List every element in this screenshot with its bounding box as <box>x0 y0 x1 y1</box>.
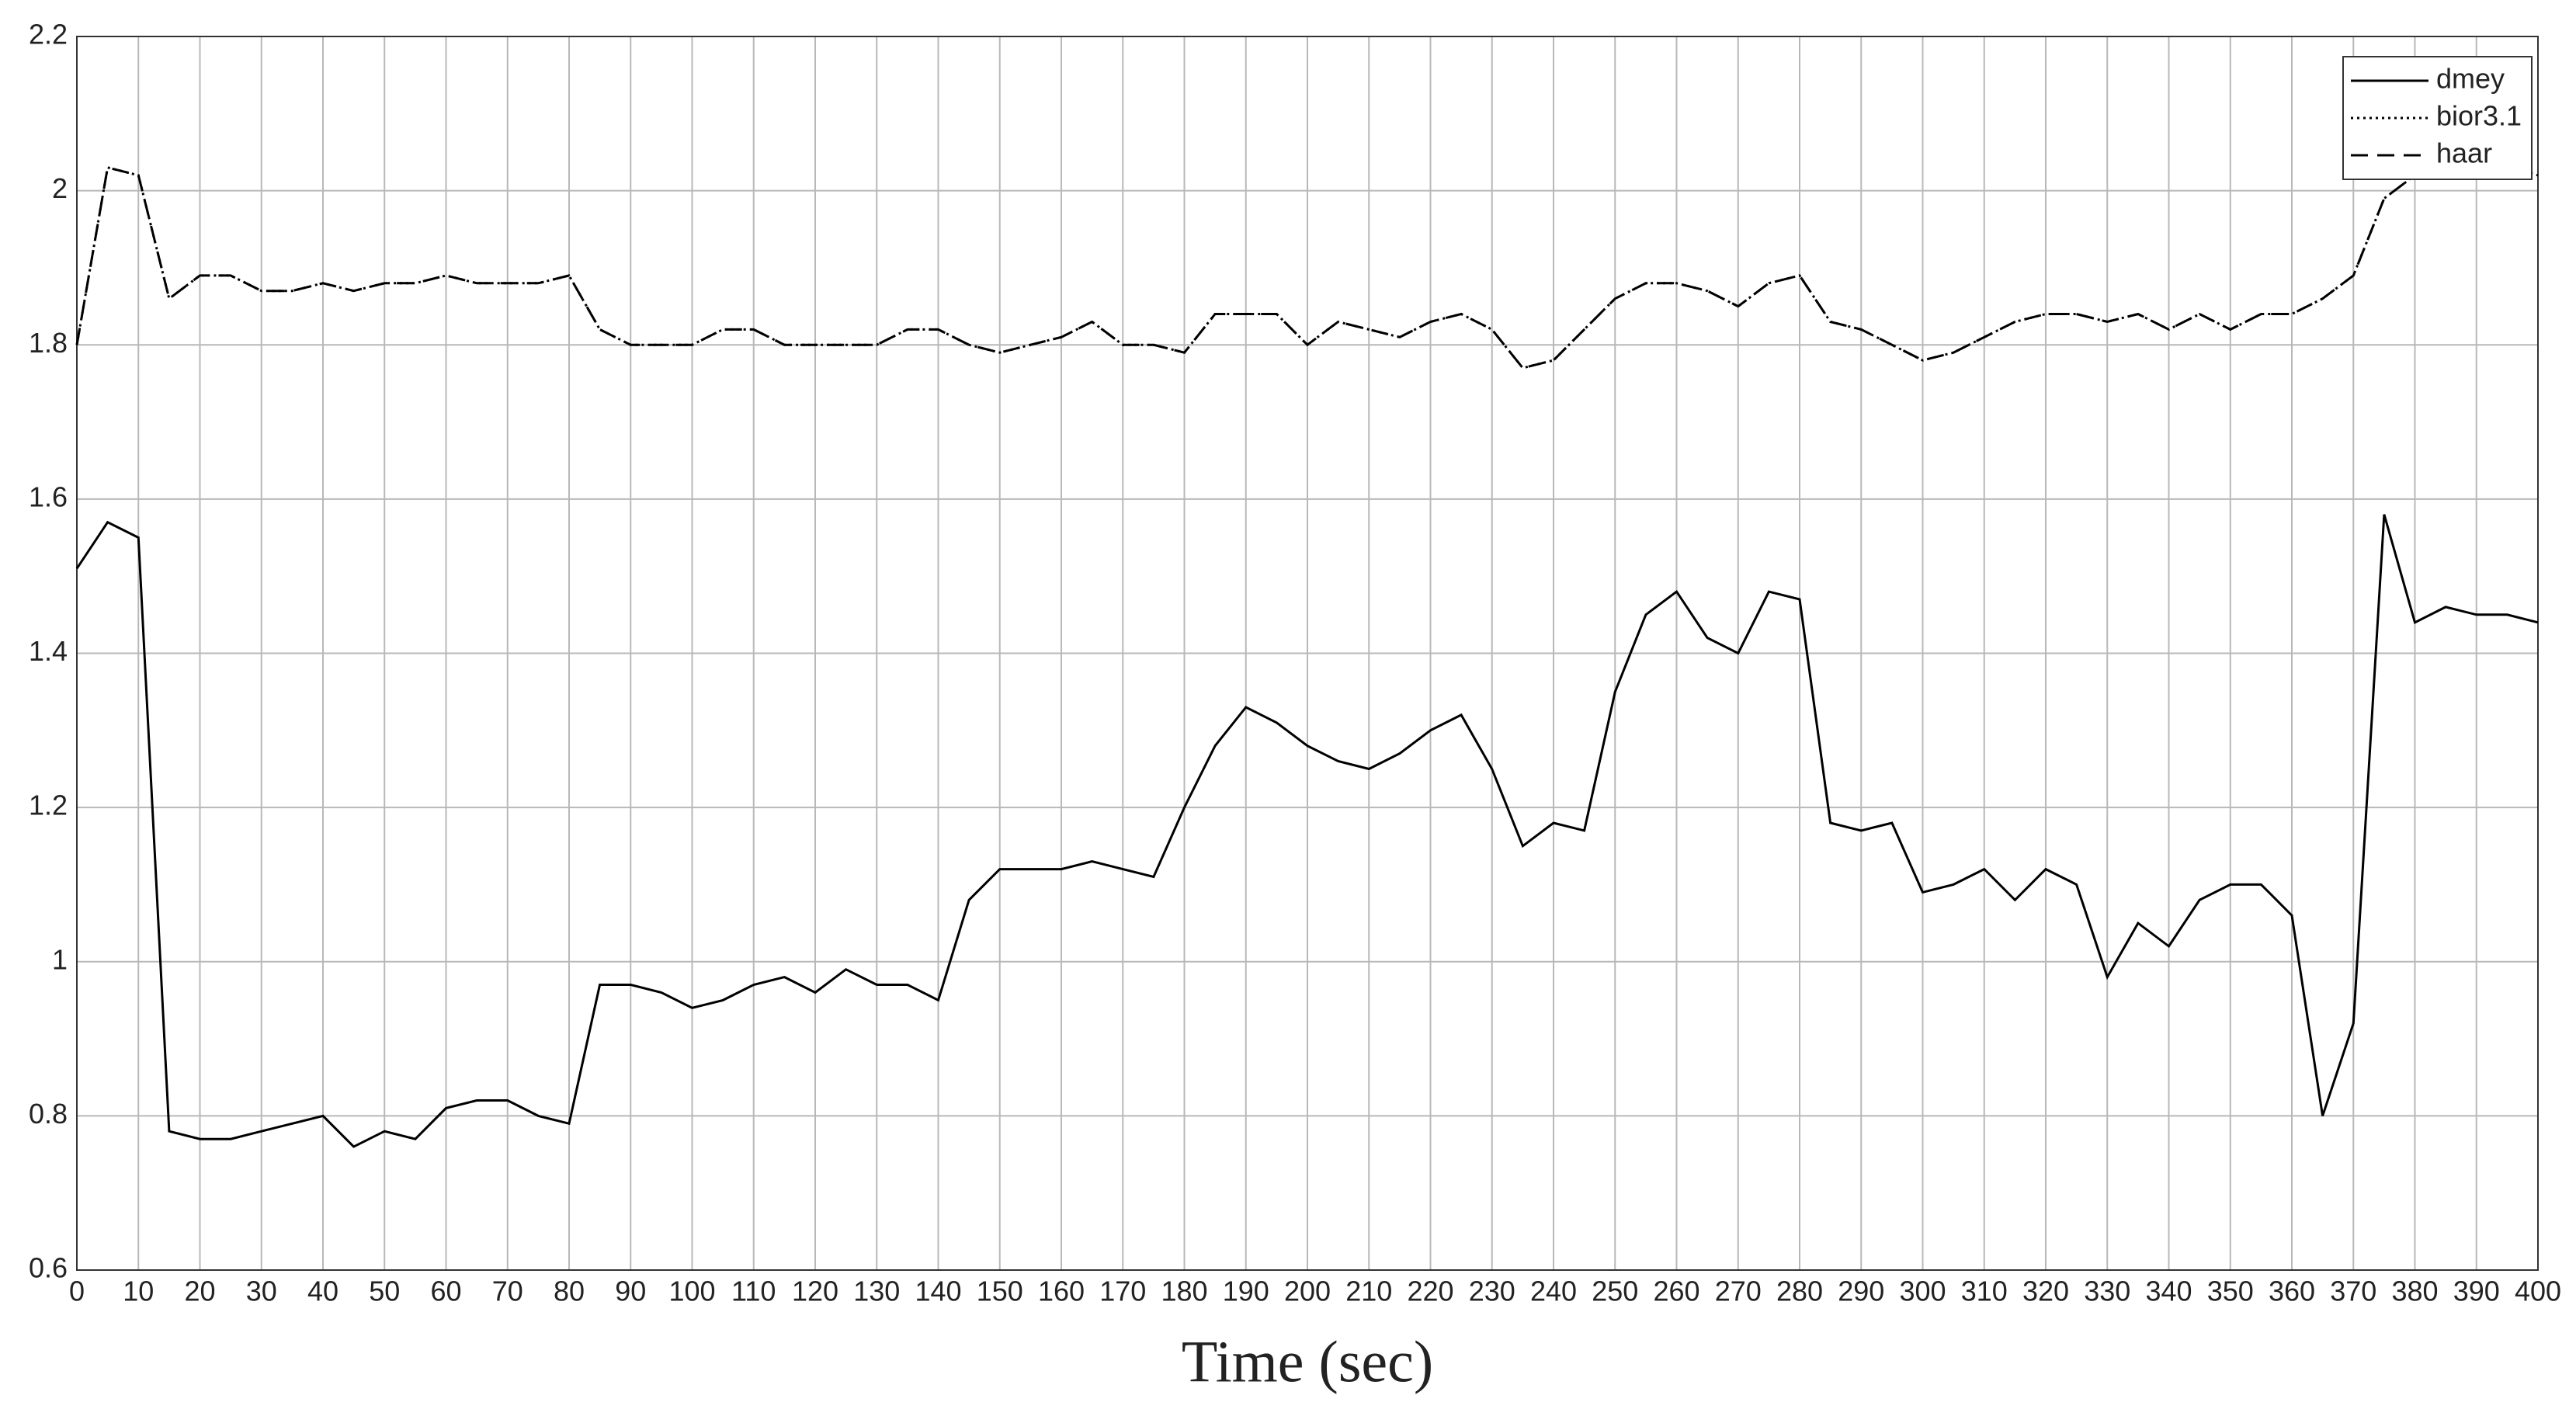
plot-frame <box>76 36 2539 1271</box>
y-tick-label: 1.2 <box>29 790 68 821</box>
x-tick-label: 70 <box>492 1275 523 1307</box>
x-tick-label: 330 <box>2084 1275 2130 1307</box>
y-tick-label: 1.6 <box>29 481 68 512</box>
x-tick-label: 170 <box>1099 1275 1146 1307</box>
x-tick-label: 140 <box>915 1275 961 1307</box>
x-tick-label: 390 <box>2453 1275 2500 1307</box>
x-tick-label: 40 <box>307 1275 338 1307</box>
x-tick-label: 350 <box>2207 1275 2254 1307</box>
x-tick-label: 260 <box>1653 1275 1699 1307</box>
y-tick-label: 2 <box>52 172 68 204</box>
x-tick-label: 360 <box>2269 1275 2315 1307</box>
series-line <box>75 165 2539 370</box>
y-tick-label: 0.8 <box>29 1098 68 1130</box>
x-tick-label: 60 <box>430 1275 461 1307</box>
x-tick-label: 310 <box>1961 1275 2008 1307</box>
y-tick-label: 2.2 <box>29 19 68 50</box>
y-tick-label: 0.6 <box>29 1252 68 1284</box>
x-tick-label: 110 <box>731 1275 776 1307</box>
x-axis-label: Time (sec) <box>1182 1329 1433 1394</box>
y-tick-label: 1.8 <box>29 327 68 359</box>
x-tick-label: 300 <box>1899 1275 1946 1307</box>
x-tick-label: 230 <box>1469 1275 1515 1307</box>
legend: dmey bior3.1 haar <box>2342 56 2533 180</box>
x-tick-label: 190 <box>1223 1275 1269 1307</box>
y-tick-label: 1.4 <box>29 635 68 667</box>
x-tick-label: 290 <box>1838 1275 1884 1307</box>
x-tick-label: 80 <box>554 1275 585 1307</box>
x-tick-label: 150 <box>977 1275 1023 1307</box>
x-tick-label: 210 <box>1345 1275 1392 1307</box>
x-tick-label: 340 <box>2145 1275 2192 1307</box>
x-tick-label: 50 <box>369 1275 400 1307</box>
x-tick-label: 0 <box>69 1275 85 1307</box>
legend-box <box>2342 56 2533 180</box>
x-tick-label: 200 <box>1284 1275 1331 1307</box>
x-tick-label: 30 <box>246 1275 277 1307</box>
series-line <box>75 514 2539 1148</box>
legend-label: bior3.1 <box>2436 100 2522 132</box>
x-tick-label: 100 <box>668 1275 715 1307</box>
x-tick-label: 380 <box>2391 1275 2438 1307</box>
y-tick-label: 1 <box>52 943 68 975</box>
x-tick-label: 10 <box>123 1275 154 1307</box>
x-tick-label: 270 <box>1715 1275 1762 1307</box>
legend-label: haar <box>2436 137 2492 169</box>
x-tick-label: 400 <box>2515 1275 2561 1307</box>
x-tick-label: 130 <box>853 1275 900 1307</box>
x-tick-label: 280 <box>1776 1275 1823 1307</box>
x-tick-label: 250 <box>1592 1275 1638 1307</box>
x-tick-label: 220 <box>1407 1275 1453 1307</box>
x-tick-label: 20 <box>184 1275 215 1307</box>
x-tick-label: 90 <box>615 1275 646 1307</box>
legend-label: dmey <box>2436 63 2505 95</box>
x-tick-label: 180 <box>1161 1275 1207 1307</box>
x-tick-label: 370 <box>2330 1275 2376 1307</box>
x-tick-label: 120 <box>792 1275 838 1307</box>
x-tick-label: 240 <box>1530 1275 1577 1307</box>
x-tick-label: 160 <box>1038 1275 1085 1307</box>
x-tick-label: 320 <box>2022 1275 2069 1307</box>
